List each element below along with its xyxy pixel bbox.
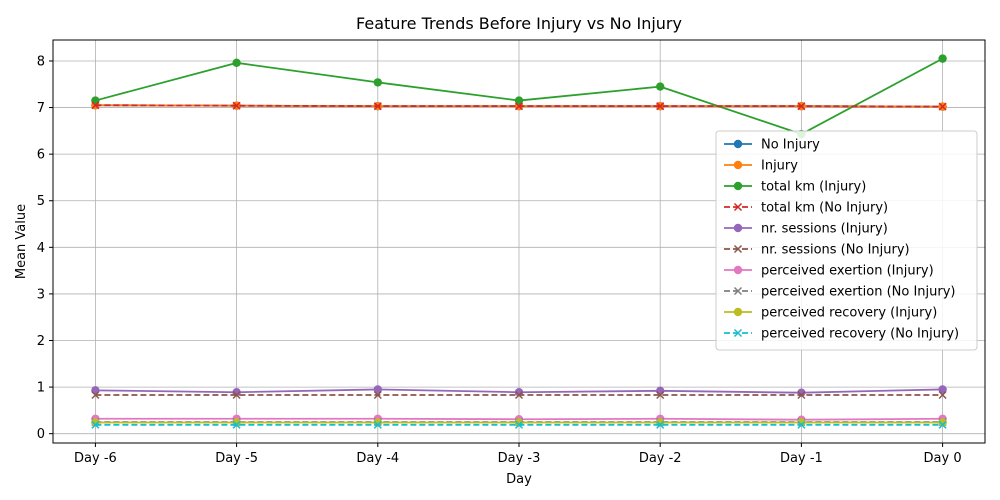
series-9 [91,420,947,429]
legend-label: perceived exertion (Injury) [761,264,934,279]
legend-marker [733,286,743,296]
data-point [373,78,382,87]
legend-item: total km (Injury) [724,180,866,195]
legend-item: perceived recovery (Injury) [724,306,937,321]
legend-item: perceived exertion (No Injury) [724,285,956,300]
data-point [373,385,382,394]
data-point [514,390,524,400]
data-point [232,101,241,110]
legend-marker [733,181,743,191]
x-tick-label: Day -2 [639,451,682,466]
x-tick-label: Day -5 [215,451,258,466]
legend-marker [733,307,743,317]
legend-marker [733,139,743,149]
legend-marker [733,223,743,233]
legend-item: total km (No Injury) [724,201,888,216]
data-point [91,390,100,400]
axes: Day -6 Day -5 Day -4 Day -3 Day -2 Day -1 Day … [37,54,962,466]
data-point [232,390,241,400]
legend-label: nr. sessions (No Injury) [761,243,910,258]
data-point [938,420,947,429]
series-5 [91,390,947,400]
legend-item: perceived recovery (No Injury) [724,327,959,342]
legend-item: nr. sessions (No Injury) [724,243,910,258]
plot-series [91,54,947,429]
legend-label: perceived recovery (Injury) [761,306,937,321]
legend-label: No Injury [761,138,820,153]
legend-marker [733,160,743,170]
data-point [514,96,524,105]
data-point [656,386,665,396]
y-tick-label: 6 [37,148,45,163]
legend-label: nr. sessions (Injury) [761,222,888,237]
legend-label: Injury [761,159,798,174]
data-point [656,420,665,429]
data-point [91,386,100,395]
y-tick-label: 4 [37,241,45,256]
x-tick-label: Day -6 [74,451,117,466]
legend-marker [733,202,743,212]
legend-label: perceived exertion (No Injury) [761,285,956,300]
legend-marker [733,328,743,338]
x-tick-label: Day -1 [780,451,823,466]
data-point [514,420,524,429]
data-point [656,82,665,91]
data-point [373,102,382,111]
series-3 [91,101,947,111]
x-tick-label: Day 0 [924,451,962,466]
data-point [656,102,665,111]
y-tick-label: 0 [37,427,45,442]
legend-marker [733,244,743,254]
x-tick-label: Day -3 [498,451,541,466]
data-point [938,390,947,400]
y-tick-label: 2 [37,334,45,349]
x-axis-title: Day [506,472,532,487]
y-axis-title: Mean Value [14,204,29,279]
legend-item: nr. sessions (Injury) [724,222,888,237]
data-point [232,58,241,68]
data-point [797,420,806,429]
data-point [938,385,947,394]
data-point [656,390,665,400]
legend-item: No Injury [724,138,820,153]
y-tick-label: 1 [37,381,45,396]
chart-title: Feature Trends Before Injury vs No Injur… [356,14,682,33]
data-point [232,420,241,429]
data-point [373,420,382,429]
legend-marker [733,265,743,275]
data-point [938,102,947,111]
legend: No Injury Injury total km (Injury) total km… [715,130,978,351]
legend-item: Injury [724,159,798,174]
data-point [797,390,806,400]
data-point [373,390,382,400]
legend-label: total km (No Injury) [761,201,888,216]
legend-label: total km (Injury) [761,180,866,195]
y-tick-label: 8 [37,54,45,69]
data-point [91,101,100,110]
y-tick-label: 3 [37,287,45,302]
data-point [91,96,100,105]
data-point [938,418,947,427]
legend-item: perceived exertion (Injury) [724,264,934,279]
legend-label: perceived recovery (No Injury) [761,327,959,342]
data-point [91,420,100,429]
legend-box [715,130,978,351]
y-tick-label: 7 [37,101,45,116]
data-point [938,54,947,63]
data-point [514,102,524,111]
x-tick-label: Day -4 [356,451,399,466]
data-point [797,102,806,111]
y-tick-label: 5 [37,194,45,209]
